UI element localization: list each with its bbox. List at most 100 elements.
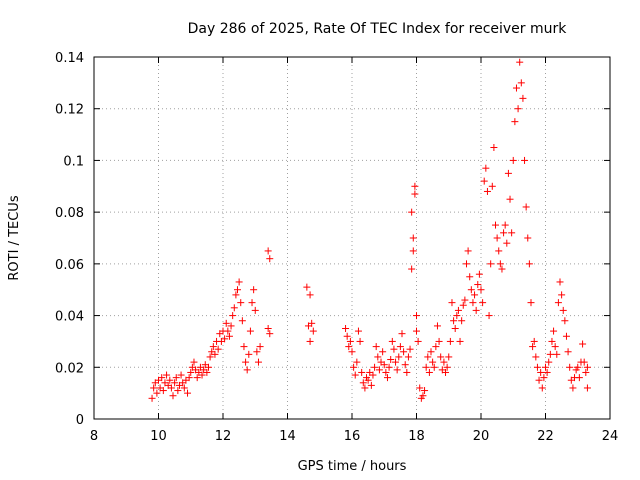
data-point xyxy=(359,379,367,387)
data-point xyxy=(375,366,383,374)
data-point xyxy=(553,350,561,358)
data-point xyxy=(471,291,479,299)
data-point xyxy=(374,353,382,361)
data-point xyxy=(413,327,420,335)
data-point xyxy=(575,374,583,382)
data-point xyxy=(306,291,314,299)
y-tick-label: 0.06 xyxy=(55,258,84,273)
data-point xyxy=(533,363,541,371)
data-point xyxy=(490,144,498,151)
data-point xyxy=(343,332,351,340)
data-point xyxy=(548,337,556,345)
x-axis-label: GPS time / hours xyxy=(298,459,407,474)
y-tick-label: 0.1 xyxy=(63,154,84,169)
data-point xyxy=(422,363,430,371)
data-point xyxy=(190,358,198,366)
data-point xyxy=(237,299,245,307)
data-point xyxy=(453,312,461,320)
data-point xyxy=(475,270,483,278)
data-point xyxy=(229,312,237,320)
data-point xyxy=(396,343,404,351)
data-point xyxy=(542,363,549,371)
chart-title: Day 286 of 2025, Rate Of TEC Index for r… xyxy=(188,21,568,37)
data-point xyxy=(214,345,222,353)
data-point xyxy=(496,260,504,268)
data-point xyxy=(209,343,217,351)
data-point xyxy=(408,208,416,216)
plot-frame xyxy=(93,56,611,420)
data-point xyxy=(424,353,432,361)
y-axis-label: ROTI / TECUs xyxy=(7,195,22,280)
data-point xyxy=(413,312,420,320)
data-point xyxy=(450,317,458,325)
data-point xyxy=(251,306,259,314)
data-point xyxy=(353,358,361,366)
data-point xyxy=(579,340,587,348)
data-point xyxy=(382,368,390,376)
data-point xyxy=(433,322,441,330)
data-point xyxy=(512,84,520,92)
data-point xyxy=(266,330,274,338)
y-tick-label: 0.12 xyxy=(55,103,84,118)
data-point xyxy=(521,156,529,164)
data-point xyxy=(459,301,467,309)
data-point xyxy=(564,348,572,356)
data-point xyxy=(206,353,214,361)
y-tick-label: 0 xyxy=(76,413,84,428)
data-point xyxy=(393,366,401,374)
data-point xyxy=(230,304,238,312)
data-point xyxy=(498,265,506,273)
data-point xyxy=(364,376,372,384)
data-point xyxy=(356,337,364,345)
data-point xyxy=(556,278,564,286)
data-point xyxy=(537,368,545,376)
data-point xyxy=(204,363,212,371)
data-point xyxy=(550,327,558,335)
data-point xyxy=(493,234,501,242)
data-point xyxy=(524,234,532,242)
data-point xyxy=(227,322,235,330)
y-tick-label: 0.04 xyxy=(55,310,84,325)
data-point xyxy=(248,299,256,307)
data-point xyxy=(404,353,412,361)
data-point xyxy=(361,384,369,392)
data-point xyxy=(479,299,487,307)
data-point xyxy=(266,255,274,263)
data-point xyxy=(516,58,524,66)
data-point xyxy=(500,229,508,237)
data-point xyxy=(254,358,262,366)
data-point xyxy=(163,371,171,379)
data-point xyxy=(561,317,569,325)
data-point xyxy=(469,299,477,307)
data-point xyxy=(458,317,466,325)
data-point xyxy=(566,363,574,371)
x-tick-label: 12 xyxy=(215,429,232,444)
data-point xyxy=(211,350,219,358)
data-point xyxy=(403,368,411,376)
data-point xyxy=(517,79,525,87)
data-point xyxy=(522,203,530,211)
data-point xyxy=(308,319,316,327)
data-point xyxy=(482,164,490,172)
data-point xyxy=(250,286,258,294)
data-point xyxy=(485,312,493,320)
data-point xyxy=(171,379,179,387)
data-point xyxy=(187,368,195,376)
data-point xyxy=(253,348,261,356)
y-tick-label: 0.02 xyxy=(55,361,84,376)
data-point xyxy=(184,389,192,397)
data-point xyxy=(430,363,438,371)
data-point xyxy=(461,296,469,304)
data-point xyxy=(172,374,180,382)
data-point xyxy=(221,335,229,343)
data-point xyxy=(395,353,403,361)
data-point xyxy=(483,187,491,195)
data-point xyxy=(437,353,445,361)
data-point xyxy=(504,169,512,177)
data-point xyxy=(235,278,243,286)
x-tick-label: 16 xyxy=(344,429,361,444)
data-point xyxy=(451,325,459,332)
data-point xyxy=(169,392,177,400)
x-tick-label: 24 xyxy=(602,429,619,444)
data-point xyxy=(246,327,254,335)
